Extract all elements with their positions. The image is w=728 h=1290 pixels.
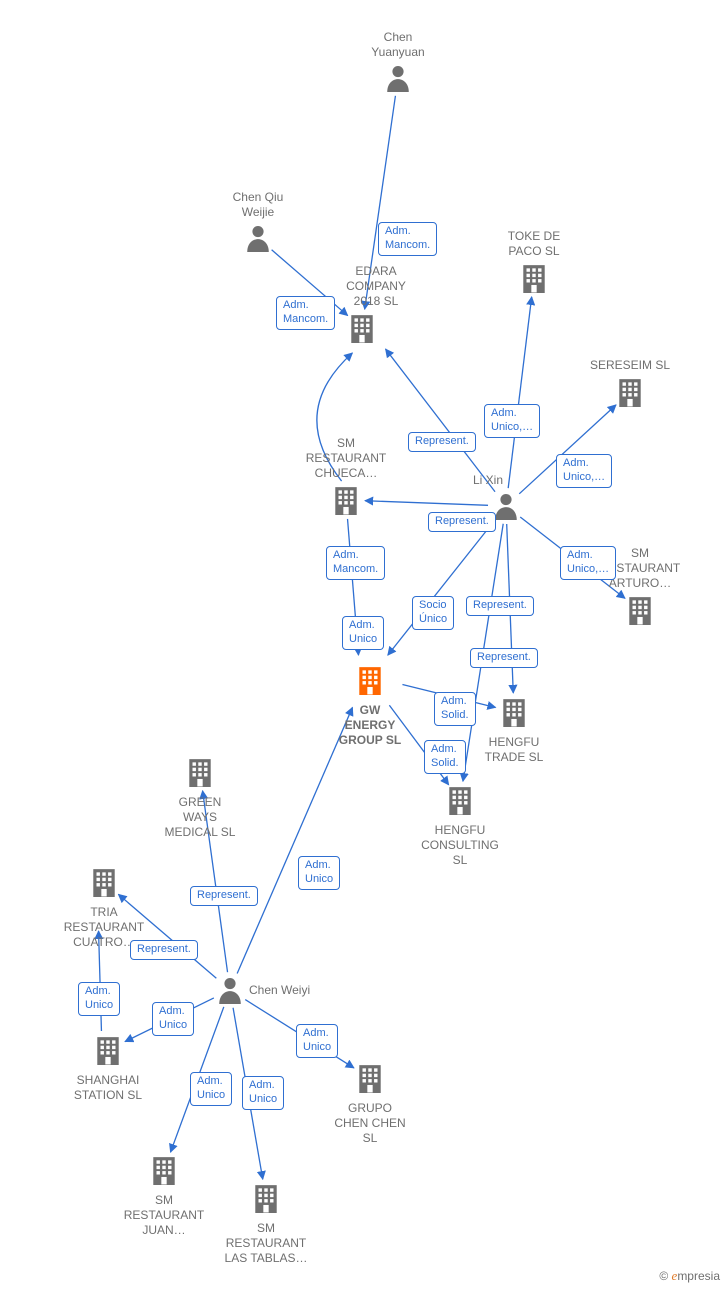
edge-label: Adm. Mancom. xyxy=(326,546,385,580)
node-sereseim[interactable]: SERESEIM SL xyxy=(575,358,685,411)
node-sm_juan[interactable]: SM RESTAURANT JUAN… xyxy=(109,1155,219,1238)
node-label: SHANGHAI STATION SL xyxy=(53,1073,163,1103)
edge-label: Socio Único xyxy=(412,596,454,630)
building-icon xyxy=(315,665,425,699)
person-icon xyxy=(203,224,313,256)
edge-label: Adm. Mancom. xyxy=(276,296,335,330)
edge-label: Represent. xyxy=(466,596,534,616)
node-label: HENGFU CONSULTING SL xyxy=(405,823,515,868)
edge xyxy=(508,297,531,488)
node-label: GW ENERGY GROUP SL xyxy=(315,703,425,748)
node-shanghai[interactable]: SHANGHAI STATION SL xyxy=(53,1035,163,1103)
building-icon xyxy=(49,867,159,901)
node-label: Li Xin xyxy=(433,473,543,488)
copyright-symbol: © xyxy=(659,1269,668,1283)
building-icon xyxy=(145,757,255,791)
footer: © empresia xyxy=(659,1268,720,1284)
node-label: EDARA COMPANY 2018 SL xyxy=(321,264,431,309)
edge-label: Adm. Unico xyxy=(296,1024,338,1058)
building-icon xyxy=(291,485,401,519)
edge-label: Adm. Unico xyxy=(298,856,340,890)
node-grupo_chen[interactable]: GRUPO CHEN CHEN SL xyxy=(315,1063,425,1146)
person-icon xyxy=(343,64,453,96)
node-label: GREEN WAYS MEDICAL SL xyxy=(145,795,255,840)
building-icon xyxy=(53,1035,163,1069)
building-icon xyxy=(575,377,685,411)
node-toke[interactable]: TOKE DE PACO SL xyxy=(479,229,589,297)
edge-label: Adm. Unico,… xyxy=(560,546,616,580)
building-icon xyxy=(109,1155,219,1189)
edge-label: Adm. Unico,… xyxy=(556,454,612,488)
edge-label: Represent. xyxy=(408,432,476,452)
node-sm_tablas[interactable]: SM RESTAURANT LAS TABLAS… xyxy=(211,1183,321,1266)
node-sm_chueca[interactable]: SM RESTAURANT CHUECA… xyxy=(291,436,401,519)
node-chen_yuanyuan[interactable]: Chen Yuanyuan xyxy=(343,30,453,96)
edge-label: Adm. Unico xyxy=(190,1072,232,1106)
edge-label: Adm. Unico xyxy=(152,1002,194,1036)
node-label: SM RESTAURANT LAS TABLAS… xyxy=(211,1221,321,1266)
node-label: SM RESTAURANT JUAN… xyxy=(109,1193,219,1238)
node-green_ways[interactable]: GREEN WAYS MEDICAL SL xyxy=(145,757,255,840)
node-label: SM RESTAURANT CHUECA… xyxy=(291,436,401,481)
building-icon xyxy=(405,785,515,819)
building-icon xyxy=(211,1183,321,1217)
node-label: HENGFU TRADE SL xyxy=(459,735,569,765)
edge-label: Adm. Unico xyxy=(242,1076,284,1110)
node-tria[interactable]: TRIA RESTAURANT CUATRO… xyxy=(49,867,159,950)
edge-label: Represent. xyxy=(428,512,496,532)
edge-label: Adm. Solid. xyxy=(424,740,466,774)
building-icon xyxy=(585,595,695,629)
building-icon xyxy=(315,1063,425,1097)
brand-rest: mpresia xyxy=(677,1269,720,1283)
node-hengfu_cons[interactable]: HENGFU CONSULTING SL xyxy=(405,785,515,868)
node-label: GRUPO CHEN CHEN SL xyxy=(315,1101,425,1146)
edge-label: Adm. Unico xyxy=(342,616,384,650)
edge-label: Represent. xyxy=(190,886,258,906)
node-gw[interactable]: GW ENERGY GROUP SL xyxy=(315,665,425,748)
edge-label: Adm. Unico xyxy=(78,982,120,1016)
edge-label: Adm. Mancom. xyxy=(378,222,437,256)
node-label: Chen Weiyi xyxy=(249,983,310,998)
building-icon xyxy=(479,263,589,297)
node-chen_weiyi[interactable]: Chen Weiyi xyxy=(217,976,367,1008)
edge-label: Adm. Unico,… xyxy=(484,404,540,438)
node-chen_qiu_weijie[interactable]: Chen Qiu Weijie xyxy=(203,190,313,256)
edge xyxy=(386,349,495,492)
person-icon xyxy=(217,976,243,1008)
edge-label: Represent. xyxy=(130,940,198,960)
edge-label: Adm. Solid. xyxy=(434,692,476,726)
edge xyxy=(388,520,495,655)
node-label: TOKE DE PACO SL xyxy=(479,229,589,259)
node-label: Chen Yuanyuan xyxy=(343,30,453,60)
edge-label: Represent. xyxy=(470,648,538,668)
node-label: Chen Qiu Weijie xyxy=(203,190,313,220)
node-label: SERESEIM SL xyxy=(575,358,685,373)
